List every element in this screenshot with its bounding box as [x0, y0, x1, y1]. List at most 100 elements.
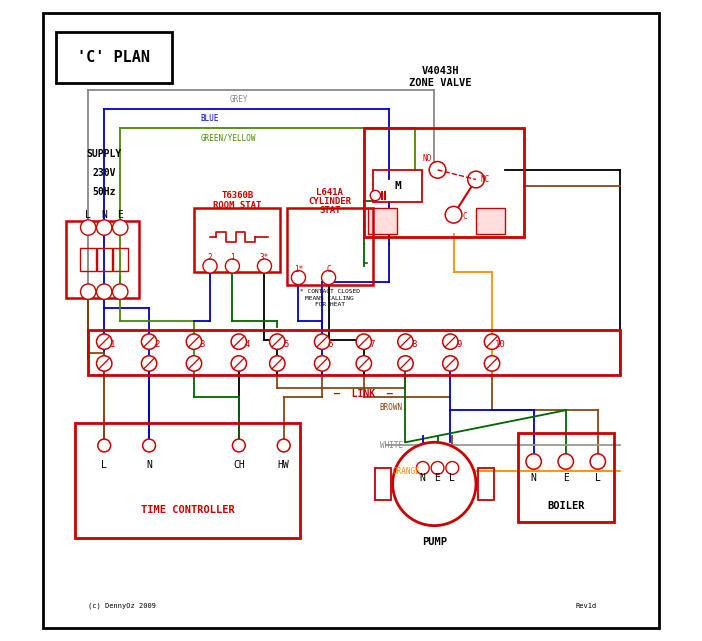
Text: 1*: 1*	[294, 265, 303, 274]
Circle shape	[356, 356, 371, 371]
Text: TIME CONTROLLER: TIME CONTROLLER	[140, 504, 234, 515]
Text: CH: CH	[233, 460, 245, 470]
Circle shape	[429, 162, 446, 178]
Text: —  LINK  —: — LINK —	[334, 389, 393, 399]
Text: 6: 6	[328, 340, 333, 349]
Circle shape	[277, 439, 290, 452]
Text: 4: 4	[244, 340, 250, 349]
Circle shape	[96, 356, 112, 371]
Text: E: E	[117, 210, 123, 220]
Circle shape	[526, 454, 541, 469]
Text: MEANS CALLING: MEANS CALLING	[305, 296, 355, 301]
Text: 'C' PLAN: 'C' PLAN	[77, 50, 150, 65]
Text: HW: HW	[278, 460, 289, 470]
Circle shape	[231, 334, 246, 349]
Text: L641A: L641A	[317, 188, 343, 197]
Circle shape	[186, 334, 201, 349]
Text: 3*: 3*	[260, 253, 269, 262]
Text: N: N	[101, 210, 107, 220]
Text: 1: 1	[230, 253, 234, 262]
Text: STAT: STAT	[319, 206, 340, 215]
Circle shape	[445, 206, 462, 223]
Text: V4043H: V4043H	[422, 65, 460, 76]
Text: 3: 3	[199, 340, 205, 349]
Circle shape	[322, 271, 336, 285]
Circle shape	[203, 259, 217, 273]
Circle shape	[370, 190, 380, 201]
Text: 10: 10	[495, 340, 505, 349]
Text: FOR HEAT: FOR HEAT	[315, 302, 345, 307]
Circle shape	[81, 220, 96, 235]
Text: N: N	[531, 472, 536, 483]
Text: NC: NC	[481, 175, 490, 184]
Text: ORANGE: ORANGE	[392, 467, 420, 476]
Circle shape	[258, 259, 272, 273]
Circle shape	[356, 334, 371, 349]
Circle shape	[446, 462, 458, 474]
FancyBboxPatch shape	[476, 208, 505, 234]
Text: ZONE VALVE: ZONE VALVE	[409, 78, 472, 88]
Circle shape	[484, 334, 500, 349]
Circle shape	[225, 259, 239, 273]
Text: 8: 8	[411, 340, 416, 349]
Circle shape	[398, 356, 413, 371]
Circle shape	[443, 334, 458, 349]
Text: ROOM STAT: ROOM STAT	[213, 201, 262, 210]
Text: M: M	[395, 181, 401, 191]
Circle shape	[96, 284, 112, 299]
Circle shape	[468, 171, 484, 188]
Circle shape	[558, 454, 574, 469]
Circle shape	[232, 439, 245, 452]
Text: 1: 1	[110, 340, 115, 349]
Text: 50Hz: 50Hz	[93, 187, 116, 197]
Text: (c) DennyOz 2009: (c) DennyOz 2009	[88, 603, 156, 609]
Circle shape	[98, 439, 111, 452]
Text: * CONTACT CLOSED: * CONTACT CLOSED	[300, 289, 360, 294]
Circle shape	[431, 462, 444, 474]
Text: BROWN: BROWN	[380, 403, 403, 412]
Text: C: C	[463, 212, 468, 221]
Circle shape	[416, 462, 429, 474]
Text: E: E	[563, 472, 569, 483]
Circle shape	[141, 356, 157, 371]
Circle shape	[291, 271, 305, 285]
Text: CYLINDER: CYLINDER	[308, 197, 351, 206]
Text: T6360B: T6360B	[221, 191, 253, 200]
Circle shape	[96, 334, 112, 349]
Circle shape	[314, 334, 330, 349]
Text: L: L	[85, 210, 91, 220]
Circle shape	[186, 356, 201, 371]
Circle shape	[81, 284, 96, 299]
Circle shape	[392, 442, 476, 526]
Circle shape	[590, 454, 606, 469]
Text: WHITE: WHITE	[380, 441, 403, 450]
Text: GREY: GREY	[230, 95, 248, 104]
Text: SUPPLY: SUPPLY	[86, 149, 122, 159]
Text: E: E	[435, 472, 440, 483]
Text: NO: NO	[422, 154, 431, 163]
Circle shape	[270, 334, 285, 349]
FancyBboxPatch shape	[369, 208, 397, 234]
Circle shape	[143, 439, 156, 452]
Circle shape	[270, 356, 285, 371]
Circle shape	[112, 284, 128, 299]
Text: 2: 2	[208, 253, 212, 262]
Text: 2: 2	[154, 340, 160, 349]
Circle shape	[231, 356, 246, 371]
Text: N: N	[146, 460, 152, 470]
Text: L: L	[449, 472, 455, 483]
Text: 230V: 230V	[93, 168, 116, 178]
Circle shape	[443, 356, 458, 371]
Text: C: C	[326, 265, 331, 274]
Text: L: L	[595, 472, 601, 483]
Text: 5: 5	[283, 340, 289, 349]
Circle shape	[398, 334, 413, 349]
Text: GREEN/YELLOW: GREEN/YELLOW	[200, 133, 256, 142]
Text: L: L	[101, 460, 107, 470]
Text: N: N	[420, 472, 425, 483]
Text: 9: 9	[456, 340, 461, 349]
Circle shape	[314, 356, 330, 371]
Text: PUMP: PUMP	[422, 537, 447, 547]
Circle shape	[112, 220, 128, 235]
Circle shape	[96, 220, 112, 235]
